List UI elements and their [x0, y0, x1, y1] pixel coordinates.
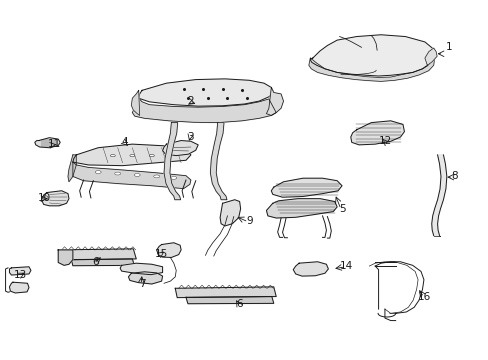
Polygon shape: [308, 58, 434, 81]
Text: 9: 9: [245, 216, 252, 226]
Polygon shape: [266, 87, 283, 116]
Text: 14: 14: [340, 261, 353, 271]
Polygon shape: [68, 155, 76, 182]
Polygon shape: [58, 250, 73, 265]
Text: 5: 5: [338, 204, 345, 214]
Text: 8: 8: [450, 171, 457, 181]
Text: 3: 3: [187, 132, 194, 142]
Polygon shape: [35, 138, 60, 148]
Polygon shape: [266, 199, 336, 218]
Polygon shape: [220, 200, 240, 226]
Polygon shape: [73, 144, 190, 166]
Ellipse shape: [170, 176, 176, 179]
Text: 4: 4: [122, 138, 128, 147]
Text: 15: 15: [155, 248, 168, 258]
Ellipse shape: [154, 175, 159, 178]
Ellipse shape: [149, 154, 154, 157]
Polygon shape: [157, 243, 181, 257]
Polygon shape: [71, 259, 134, 266]
Text: 10: 10: [38, 193, 51, 203]
Polygon shape: [271, 178, 341, 197]
Text: 11: 11: [48, 139, 61, 149]
Text: 12: 12: [379, 136, 392, 145]
Text: 13: 13: [14, 270, 27, 280]
Polygon shape: [131, 90, 140, 116]
Polygon shape: [132, 98, 276, 123]
Ellipse shape: [110, 154, 115, 157]
Polygon shape: [310, 35, 434, 76]
Polygon shape: [210, 123, 226, 200]
Ellipse shape: [43, 196, 48, 200]
Polygon shape: [9, 282, 29, 293]
Polygon shape: [128, 272, 162, 284]
Ellipse shape: [95, 171, 101, 174]
Ellipse shape: [115, 172, 121, 175]
Polygon shape: [162, 140, 198, 156]
Polygon shape: [58, 249, 136, 260]
Polygon shape: [120, 263, 162, 275]
Polygon shape: [73, 162, 190, 189]
Text: 1: 1: [445, 42, 452, 52]
Polygon shape: [293, 262, 328, 276]
Text: 16: 16: [417, 292, 430, 302]
Polygon shape: [424, 48, 436, 65]
Text: 6: 6: [236, 299, 243, 309]
Polygon shape: [163, 123, 180, 200]
Polygon shape: [350, 121, 404, 145]
Text: 7: 7: [139, 279, 145, 289]
Polygon shape: [139, 79, 273, 106]
Polygon shape: [175, 287, 276, 298]
Polygon shape: [9, 267, 31, 275]
Ellipse shape: [134, 174, 140, 176]
Ellipse shape: [130, 154, 135, 157]
Text: 6: 6: [92, 257, 99, 267]
Text: 2: 2: [187, 96, 194, 106]
Polygon shape: [431, 155, 446, 235]
Polygon shape: [185, 297, 273, 304]
Polygon shape: [41, 191, 69, 206]
